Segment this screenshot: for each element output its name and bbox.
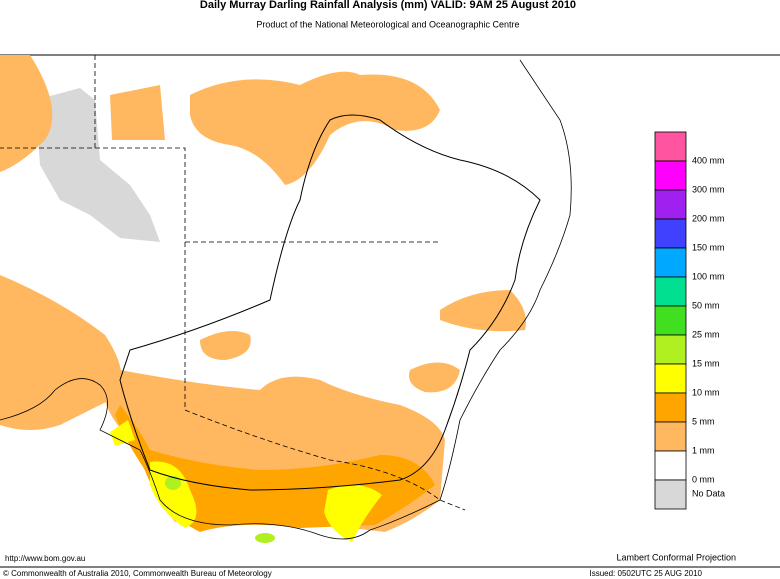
- legend-label: 200 mm: [692, 213, 725, 223]
- legend-swatch: [654, 160, 687, 191]
- legend-swatch: [654, 276, 687, 307]
- legend-swatch: [654, 218, 687, 249]
- legend-swatch: [654, 247, 687, 278]
- legend-swatch: [654, 450, 687, 481]
- rain-area: [324, 485, 382, 542]
- legend-label: 10 mm: [692, 387, 720, 397]
- rain-area: [440, 290, 526, 332]
- legend-label: 5 mm: [692, 416, 715, 426]
- issued: Issued: 0502UTC 25 AUG 2010: [589, 569, 702, 578]
- legend-label: 400 mm: [692, 155, 725, 165]
- no-data-area: [35, 88, 160, 242]
- rain-area: [110, 85, 165, 140]
- rain-area: [190, 71, 440, 185]
- rain-area: [0, 55, 53, 172]
- legend-label: 1 mm: [692, 445, 715, 455]
- projection: Lambert Conformal Projection: [616, 552, 736, 562]
- basin-boundary: [119, 114, 541, 491]
- state-border: [95, 147, 186, 410]
- copyright: © Commonwealth of Australia 2010, Common…: [3, 569, 272, 578]
- subtitle: Product of the National Meteorological a…: [256, 19, 519, 29]
- rain-area: [255, 533, 275, 543]
- legend-label: 300 mm: [692, 184, 725, 194]
- map: [0, 54, 780, 568]
- rain-area: [0, 275, 122, 430]
- legend-swatch: [654, 392, 687, 423]
- rain-area: [110, 420, 135, 446]
- legend: 400 mm 300 mm 200 mm 150 mm 100 mm 50 mm 25 mm…: [654, 131, 725, 510]
- rain-area: [409, 362, 460, 393]
- rain-area: [150, 461, 197, 528]
- legend-swatch: [654, 131, 687, 162]
- legend-label: 50 mm: [692, 300, 720, 310]
- legend-label: 25 mm: [692, 329, 720, 339]
- legend-swatch: [654, 479, 687, 510]
- rain-area: [200, 331, 251, 360]
- state-border: [184, 409, 466, 511]
- legend-swatch: [654, 305, 687, 336]
- legend-swatch: [654, 363, 687, 394]
- legend-swatch: [654, 421, 687, 452]
- coastline: [0, 59, 572, 540]
- legend-label: 100 mm: [692, 271, 725, 281]
- legend-label: 150 mm: [692, 242, 725, 252]
- legend-label: No Data: [692, 488, 725, 498]
- legend-label: 15 mm: [692, 358, 720, 368]
- title: Daily Murray Darling Rainfall Analysis (…: [200, 0, 576, 11]
- legend-swatch: [654, 189, 687, 220]
- legend-swatch: [654, 334, 687, 365]
- rain-area: [165, 476, 181, 490]
- source-url: http://www.bom.gov.au: [5, 554, 85, 563]
- legend-label: 0 mm: [692, 474, 715, 484]
